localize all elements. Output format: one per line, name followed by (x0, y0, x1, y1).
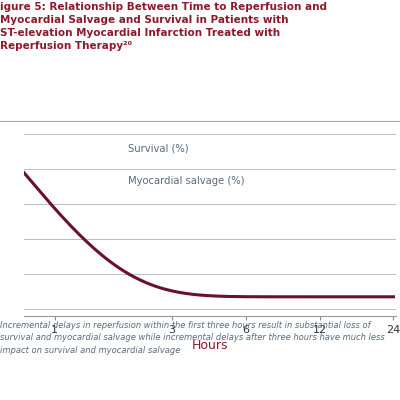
Text: Myocardial salvage (%): Myocardial salvage (%) (128, 176, 245, 186)
Text: Survival (%): Survival (%) (128, 143, 189, 153)
Text: Incremental delays in reperfusion within the first three hours result in substan: Incremental delays in reperfusion within… (0, 321, 385, 355)
X-axis label: Hours: Hours (192, 339, 228, 352)
Text: igure 5: Relationship Between Time to Reperfusion and
Myocardial Salvage and Sur: igure 5: Relationship Between Time to Re… (0, 2, 327, 51)
